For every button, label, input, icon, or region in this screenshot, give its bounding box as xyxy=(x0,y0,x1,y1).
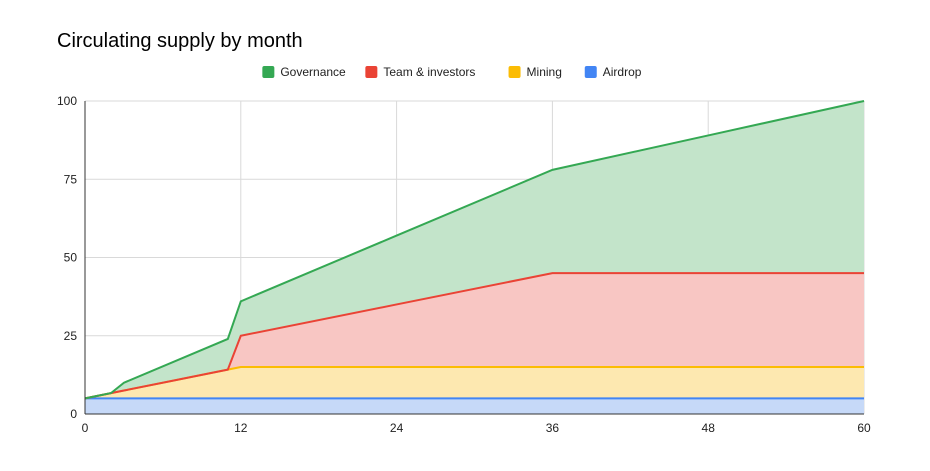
legend-label: Team & investors xyxy=(383,65,475,79)
y-tick-label: 25 xyxy=(64,329,78,343)
area-airdrop xyxy=(85,398,864,414)
y-tick-label: 50 xyxy=(64,251,78,265)
y-tick-label: 0 xyxy=(70,407,77,421)
legend-label: Governance xyxy=(280,65,346,79)
legend-swatch xyxy=(365,66,378,78)
x-tick-label: 60 xyxy=(857,421,871,435)
legend-swatch xyxy=(584,66,597,78)
area-mining xyxy=(85,367,864,399)
x-tick-label: 0 xyxy=(82,421,89,435)
line-team-investors xyxy=(84,272,864,400)
x-tick-label: 12 xyxy=(234,421,248,435)
chart-title: Circulating supply by month xyxy=(57,30,303,52)
legend-item: Airdrop xyxy=(584,65,642,79)
area-governance xyxy=(85,101,864,399)
legend-item: Governance xyxy=(262,65,346,79)
x-tick-label: 36 xyxy=(546,421,560,435)
legend-swatch xyxy=(508,66,521,78)
legend-swatch xyxy=(262,66,275,78)
x-tick-label: 48 xyxy=(702,421,716,435)
areas xyxy=(84,100,865,414)
axes: 0 25 50 75 100 0 12 24 36 48 60 xyxy=(57,94,871,435)
y-tick-label: 100 xyxy=(57,94,77,108)
legend-item: Team & investors xyxy=(365,65,475,79)
legend-label: Mining xyxy=(527,65,562,79)
y-tick-label: 75 xyxy=(64,172,78,186)
legend: Governance Team & investors Mining Airdrop xyxy=(262,65,642,79)
x-tick-label: 24 xyxy=(390,421,404,435)
legend-label: Airdrop xyxy=(603,65,642,79)
line-governance xyxy=(84,100,865,400)
legend-item: Mining xyxy=(508,65,562,79)
